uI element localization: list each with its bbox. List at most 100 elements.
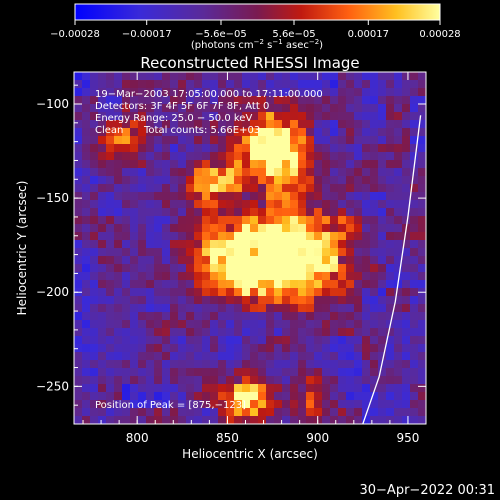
heatmap-cell	[98, 384, 107, 393]
heatmap-cell	[274, 408, 283, 417]
heatmap-cell	[154, 224, 163, 233]
heatmap-cell	[170, 392, 179, 401]
heatmap-cell	[298, 304, 307, 313]
heatmap-cell	[98, 80, 107, 89]
heatmap-cell	[282, 72, 291, 81]
heatmap-cell	[386, 408, 395, 417]
heatmap-cell	[82, 328, 91, 337]
heatmap-cell	[234, 80, 243, 89]
heatmap-cell	[226, 240, 235, 249]
heatmap-cell	[226, 368, 235, 377]
heatmap-cell	[210, 168, 219, 177]
heatmap-cell	[242, 248, 251, 257]
heatmap-cell	[138, 112, 147, 121]
heatmap-cell	[322, 72, 331, 81]
heatmap-cell	[394, 240, 403, 249]
heatmap-cell	[330, 96, 339, 105]
heatmap-cell	[290, 240, 299, 249]
heatmap-cell	[106, 312, 115, 321]
heatmap-cell	[178, 88, 187, 97]
heatmap-cell	[210, 208, 219, 217]
heatmap-cell	[370, 120, 379, 129]
heatmap-cell	[386, 296, 395, 305]
heatmap-cell	[314, 304, 323, 313]
heatmap-cell	[146, 200, 155, 209]
heatmap-cell	[138, 192, 147, 201]
heatmap-cell	[210, 328, 219, 337]
heatmap-cell	[218, 352, 227, 361]
heatmap-cell	[178, 232, 187, 241]
heatmap-cell	[378, 88, 387, 97]
heatmap-cell	[354, 360, 363, 369]
heatmap-cell	[218, 256, 227, 265]
heatmap-cell	[234, 240, 243, 249]
heatmap-cell	[98, 408, 107, 417]
heatmap-cell	[386, 272, 395, 281]
heatmap-cell	[394, 360, 403, 369]
heatmap-cell	[258, 184, 267, 193]
heatmap-cell	[122, 184, 131, 193]
heatmap-cell	[210, 232, 219, 241]
heatmap-cell	[362, 288, 371, 297]
heatmap-cell	[290, 224, 299, 233]
heatmap-cell	[298, 280, 307, 289]
heatmap-cell	[162, 336, 171, 345]
heatmap-cell	[306, 176, 315, 185]
heatmap-cell	[290, 128, 299, 137]
heatmap-cell	[274, 88, 283, 97]
heatmap-cell	[106, 352, 115, 361]
heatmap-cell	[410, 288, 419, 297]
heatmap-cell	[258, 320, 267, 329]
heatmap-cell	[146, 80, 155, 89]
heatmap-cell	[378, 264, 387, 273]
heatmap-cell	[410, 240, 419, 249]
heatmap-cell	[210, 304, 219, 313]
heatmap-cell	[178, 104, 187, 113]
heatmap-cell	[402, 184, 411, 193]
heatmap-cell	[202, 336, 211, 345]
heatmap-cell	[250, 184, 259, 193]
heatmap-cell	[202, 88, 211, 97]
heatmap-cell	[298, 352, 307, 361]
heatmap-cell	[418, 368, 426, 377]
heatmap-cell	[234, 248, 243, 257]
heatmap-cell	[338, 120, 347, 129]
heatmap-cell	[386, 120, 395, 129]
heatmap-cell	[122, 328, 131, 337]
heatmap-cell	[266, 280, 275, 289]
heatmap-cell	[314, 96, 323, 105]
heatmap-cell	[258, 416, 267, 424]
heatmap-cell	[402, 144, 411, 153]
heatmap-cell	[298, 344, 307, 353]
heatmap-cell	[362, 88, 371, 97]
heatmap-cell	[162, 152, 171, 161]
heatmap-cell	[146, 320, 155, 329]
heatmap-cell	[386, 360, 395, 369]
heatmap-cell	[242, 360, 251, 369]
heatmap-cell	[314, 232, 323, 241]
heatmap-cell	[138, 176, 147, 185]
heatmap-cell	[322, 400, 331, 409]
heatmap-cell	[314, 152, 323, 161]
heatmap-cell	[210, 80, 219, 89]
heatmap-cell	[290, 280, 299, 289]
heatmap-cell	[402, 408, 411, 417]
heatmap-cell	[130, 312, 139, 321]
heatmap-cell	[146, 264, 155, 273]
heatmap-cell	[90, 272, 99, 281]
heatmap-cell	[106, 320, 115, 329]
heatmap-cell	[106, 376, 115, 385]
heatmap-cell	[322, 216, 331, 225]
heatmap-cell	[226, 360, 235, 369]
heatmap-cell	[290, 72, 299, 81]
heatmap-cell	[298, 320, 307, 329]
heatmap-cell	[298, 232, 307, 241]
heatmap-cell	[122, 104, 131, 113]
heatmap-cell	[154, 104, 163, 113]
heatmap-cell	[338, 288, 347, 297]
heatmap-cell	[210, 96, 219, 105]
heatmap-cell	[378, 280, 387, 289]
heatmap-cell	[162, 272, 171, 281]
heatmap-cell	[74, 272, 83, 281]
heatmap-cell	[194, 352, 203, 361]
